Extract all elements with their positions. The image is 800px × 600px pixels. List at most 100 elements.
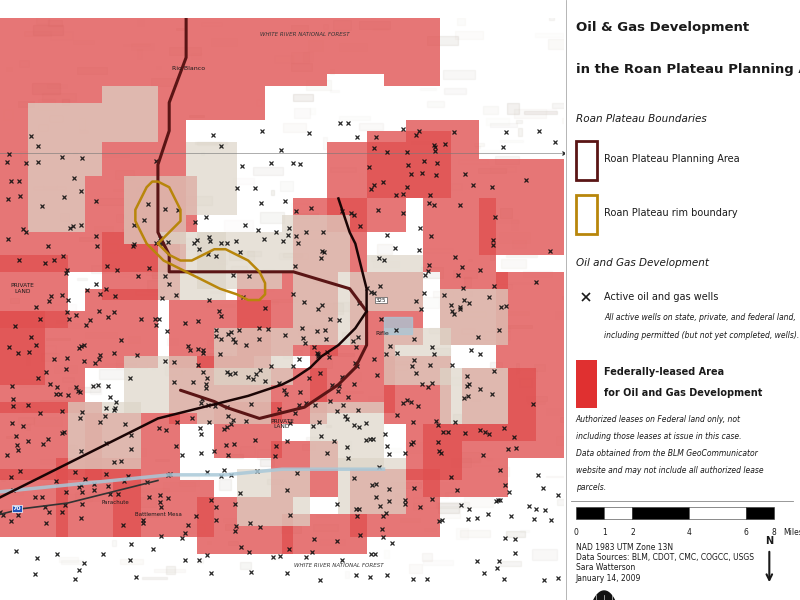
Polygon shape (182, 524, 205, 533)
Polygon shape (440, 421, 469, 427)
Text: Roan Plateau Planning Area: Roan Plateau Planning Area (604, 154, 740, 164)
Bar (576, 141, 597, 180)
Polygon shape (462, 436, 465, 440)
Polygon shape (391, 482, 422, 488)
Polygon shape (198, 232, 282, 289)
Polygon shape (490, 166, 515, 172)
Polygon shape (482, 106, 498, 114)
Polygon shape (199, 242, 205, 253)
Polygon shape (222, 518, 236, 522)
Polygon shape (122, 229, 127, 230)
Polygon shape (115, 170, 134, 179)
Polygon shape (310, 345, 394, 413)
Polygon shape (18, 379, 41, 388)
Polygon shape (218, 260, 226, 263)
Polygon shape (500, 140, 523, 142)
Polygon shape (138, 207, 166, 214)
Polygon shape (440, 289, 507, 345)
Polygon shape (150, 79, 178, 86)
Polygon shape (186, 18, 265, 119)
Polygon shape (102, 232, 181, 300)
Polygon shape (518, 378, 532, 386)
Polygon shape (22, 406, 42, 411)
Text: WHITE RIVER NATIONAL FOREST: WHITE RIVER NATIONAL FOREST (294, 563, 383, 568)
Polygon shape (414, 497, 438, 508)
Polygon shape (265, 18, 327, 86)
Polygon shape (546, 476, 563, 478)
Polygon shape (383, 356, 451, 424)
Polygon shape (520, 530, 529, 532)
Polygon shape (453, 311, 486, 317)
Polygon shape (534, 364, 545, 371)
Polygon shape (327, 18, 383, 74)
Polygon shape (313, 281, 323, 283)
Polygon shape (75, 493, 107, 501)
Text: PRIVATE
LAND: PRIVATE LAND (270, 419, 294, 430)
Polygon shape (62, 377, 74, 382)
Polygon shape (10, 298, 18, 304)
Polygon shape (231, 266, 247, 271)
Text: Roan Plateau Boundaries: Roan Plateau Boundaries (576, 114, 706, 124)
Polygon shape (298, 325, 326, 336)
Polygon shape (124, 356, 198, 413)
Polygon shape (133, 429, 137, 437)
Polygon shape (271, 299, 298, 302)
Polygon shape (464, 497, 494, 507)
Polygon shape (26, 486, 52, 488)
Polygon shape (227, 454, 243, 458)
Polygon shape (79, 130, 88, 133)
Polygon shape (201, 22, 222, 26)
Polygon shape (28, 176, 85, 232)
Polygon shape (423, 199, 496, 272)
Polygon shape (294, 272, 366, 345)
Polygon shape (116, 135, 138, 137)
Polygon shape (451, 183, 462, 190)
Polygon shape (73, 40, 94, 44)
Polygon shape (163, 482, 195, 491)
Polygon shape (281, 526, 301, 533)
Polygon shape (459, 530, 490, 537)
Polygon shape (28, 103, 102, 176)
Polygon shape (506, 103, 519, 114)
Polygon shape (140, 230, 165, 234)
Polygon shape (56, 320, 70, 323)
Polygon shape (270, 441, 338, 497)
Polygon shape (378, 244, 392, 254)
Polygon shape (18, 101, 34, 107)
Text: Battlement Mesa: Battlement Mesa (135, 511, 182, 517)
Polygon shape (453, 414, 462, 423)
Text: Federally-leased Area: Federally-leased Area (604, 367, 724, 377)
Polygon shape (552, 103, 582, 109)
Polygon shape (383, 328, 451, 385)
Polygon shape (310, 401, 383, 469)
Polygon shape (42, 484, 52, 488)
Polygon shape (219, 479, 230, 490)
Polygon shape (46, 84, 66, 88)
Polygon shape (207, 541, 211, 544)
Polygon shape (444, 88, 466, 94)
Polygon shape (114, 189, 142, 191)
Polygon shape (423, 424, 507, 497)
Text: including those leases at issue in this case.: including those leases at issue in this … (576, 432, 742, 442)
Polygon shape (70, 445, 78, 449)
Polygon shape (267, 397, 274, 406)
Polygon shape (330, 70, 334, 74)
Text: 325: 325 (375, 298, 386, 302)
Polygon shape (512, 239, 526, 248)
Polygon shape (2, 509, 19, 516)
Polygon shape (90, 265, 115, 272)
Polygon shape (306, 437, 320, 440)
Polygon shape (0, 401, 102, 481)
Polygon shape (523, 271, 552, 277)
Polygon shape (518, 128, 522, 136)
Polygon shape (250, 387, 266, 395)
Polygon shape (322, 25, 328, 29)
Text: Rifle: Rifle (375, 331, 389, 337)
Polygon shape (156, 66, 161, 68)
Polygon shape (373, 28, 387, 30)
Polygon shape (66, 494, 93, 502)
Polygon shape (291, 52, 309, 64)
Polygon shape (146, 280, 165, 292)
Polygon shape (52, 304, 76, 311)
Polygon shape (226, 367, 240, 375)
